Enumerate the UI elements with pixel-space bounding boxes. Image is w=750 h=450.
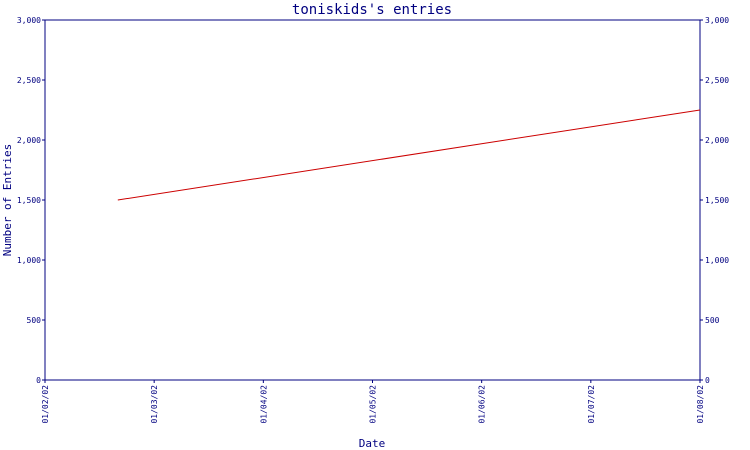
x-tick-label: 01/05/02 [369,385,378,424]
y-tick-label-right: 2,500 [705,76,729,85]
y-tick-label: 2,000 [17,136,41,145]
x-tick-label: 01/08/02 [696,385,705,424]
y-tick-label: 2,500 [17,76,41,85]
y-tick-label: 500 [27,316,42,325]
y-tick-label-right: 500 [705,316,720,325]
y-tick-label-right: 0 [705,376,710,385]
x-axis-label: Date [359,437,386,450]
y-tick-label: 0 [36,376,41,385]
chart-title: toniskids's entries [292,2,452,18]
x-tick-label: 01/06/02 [478,385,487,424]
y-axis-label: Number of Entries [1,144,14,257]
series-line [117,109,701,201]
y-tick-label: 1,000 [17,256,41,265]
x-axis: 01/02/02 01/03/02 01/04/02 01/05/02 01/06/02… [41,380,705,424]
y-tick-label: 3,000 [17,16,41,25]
x-tick-label: 01/04/02 [259,385,268,424]
y-tick-label-right: 1,000 [705,256,729,265]
plot-frame [44,19,701,381]
y-tick-label: 1,500 [17,196,41,205]
y-tick-label-right: 2,000 [705,136,729,145]
x-tick-label: 01/02/02 [41,385,50,424]
x-tick-label: 01/03/02 [150,385,159,424]
y-tick-label-right: 3,000 [705,16,729,25]
y-axis-right: 0 500 1,000 1,500 2,000 2,500 3,000 [700,16,729,385]
y-axis-left: 0 500 1,000 1,500 2,000 2,500 3,000 [17,16,45,385]
x-tick-label: 01/07/02 [587,385,596,424]
y-tick-label-right: 1,500 [705,196,729,205]
